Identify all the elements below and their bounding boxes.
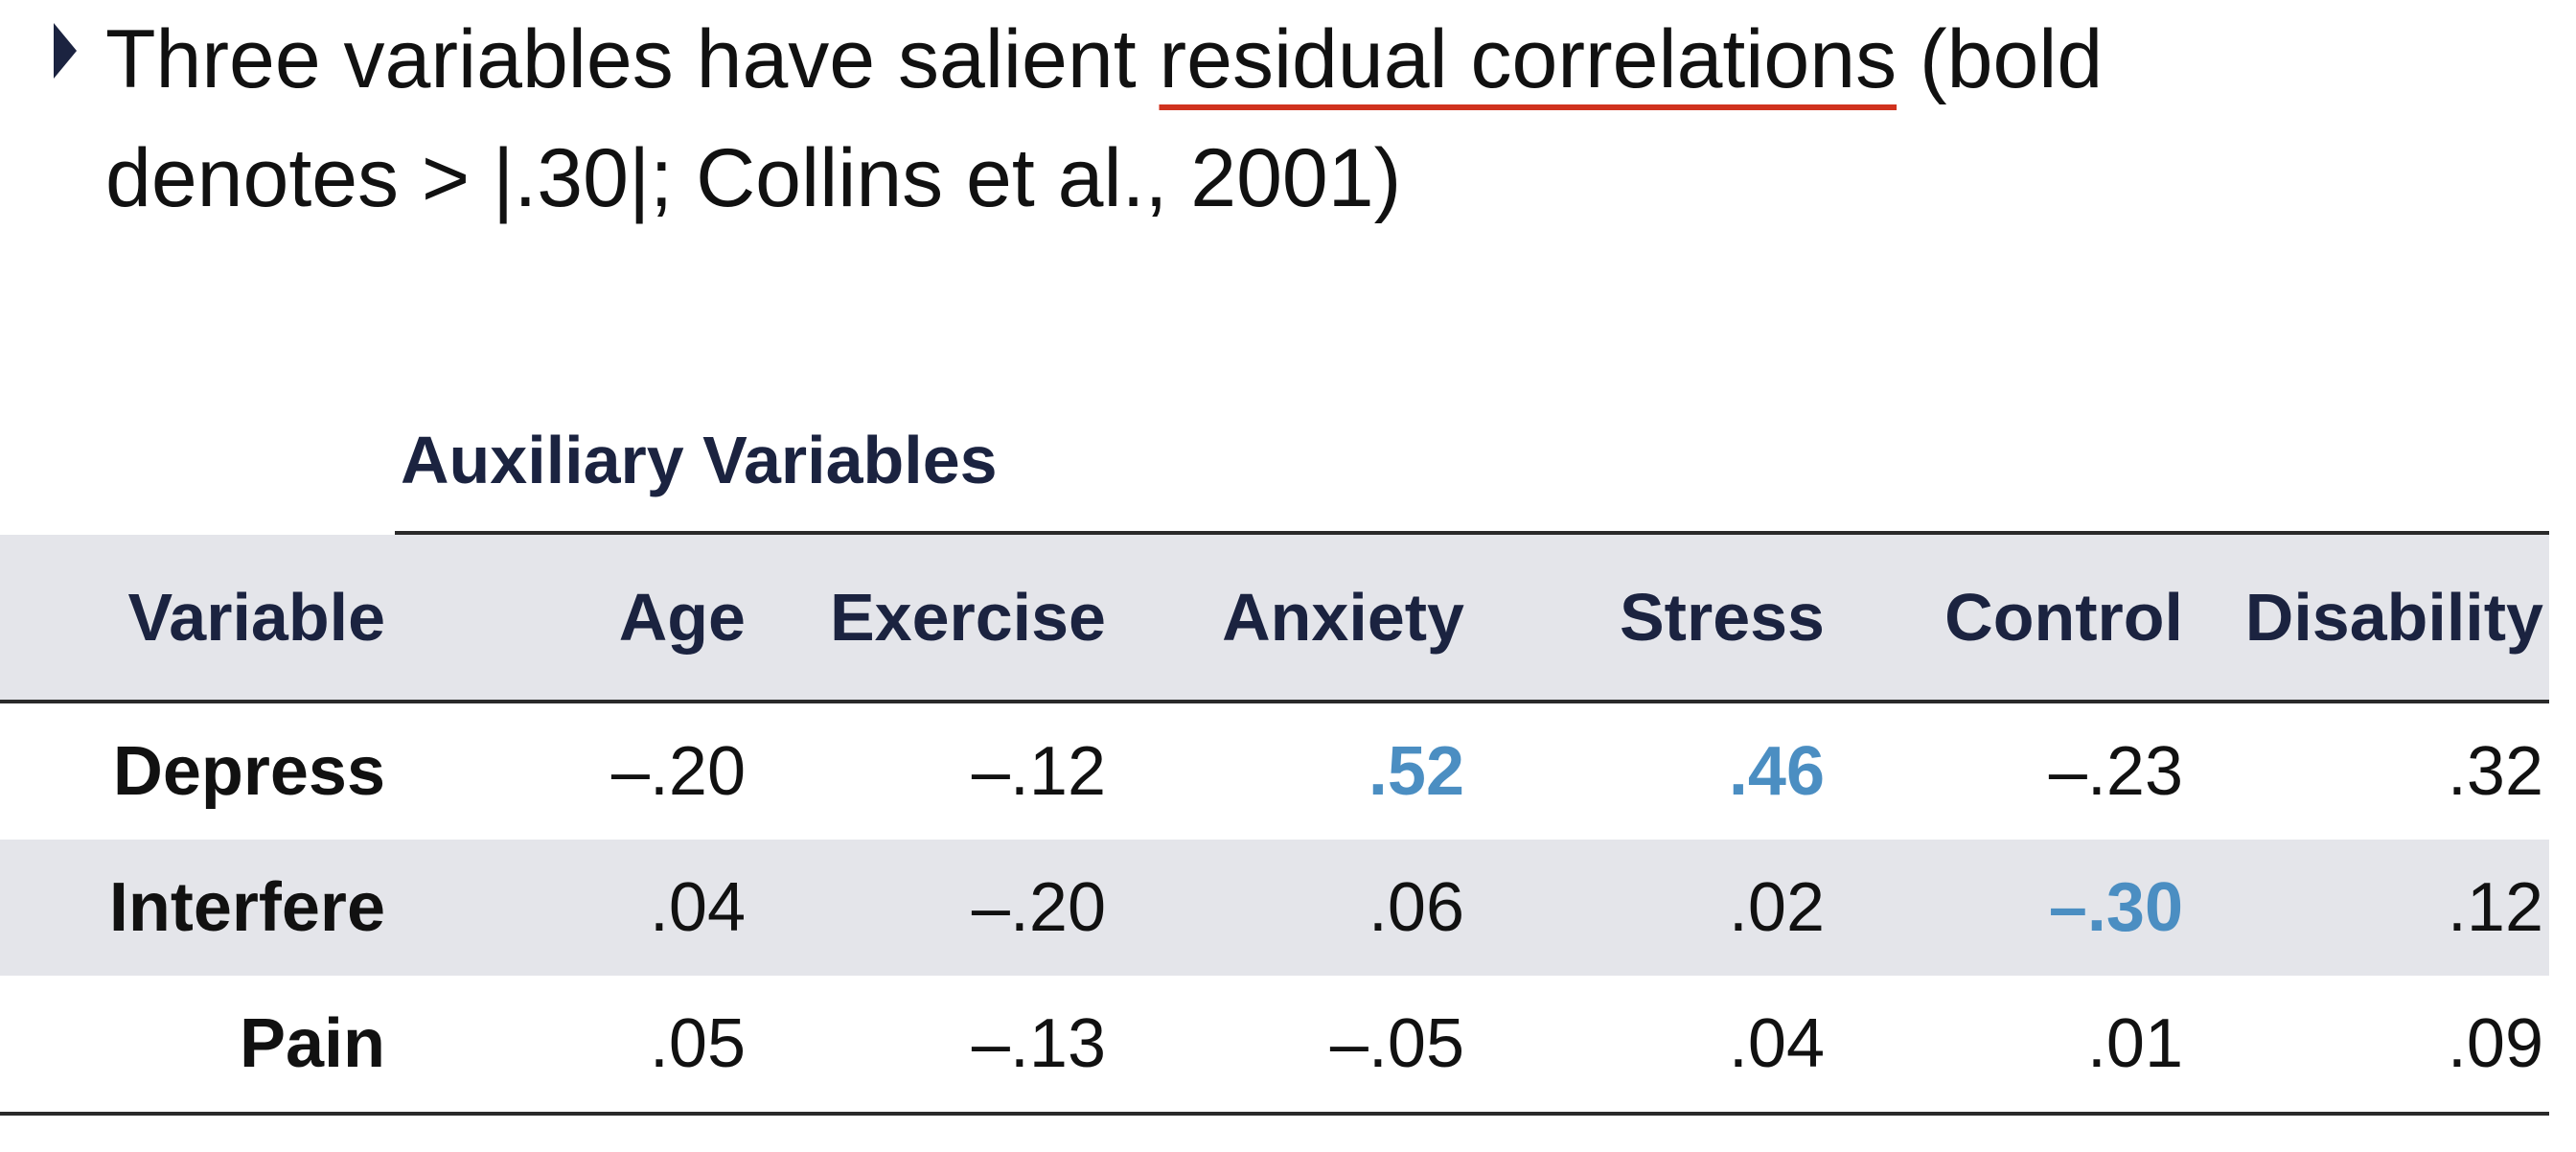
table-cell: –.20 [610, 733, 746, 810]
table-cell: .32 [2447, 733, 2543, 810]
table-cell: .02 [1728, 869, 1825, 946]
table-cell: .09 [2447, 1005, 2543, 1082]
table-cell: –.20 [971, 869, 1106, 946]
table-cell: –.12 [971, 733, 1106, 810]
group-header-rule [395, 531, 2549, 535]
column-header-variable: Variable [127, 580, 385, 655]
triangle-bullet-icon [54, 23, 77, 79]
table-cell: .01 [2086, 1005, 2183, 1082]
table-row: Depress –.20 –.12 .52 .46 –.23 .32 [0, 703, 2549, 840]
column-header-age: Age [618, 580, 746, 655]
column-header-disability: Disability [2244, 580, 2543, 655]
row-label: Depress [112, 733, 385, 810]
table-header-row: Variable Age Exercise Anxiety Stress Con… [0, 535, 2549, 703]
group-header: Auxiliary Variables [401, 423, 998, 497]
column-header-exercise: Exercise [829, 580, 1106, 655]
table-cell: –.13 [971, 1005, 1106, 1082]
row-label: Pain [239, 1005, 385, 1082]
table-cell: .05 [649, 1005, 746, 1082]
column-header-stress: Stress [1619, 580, 1825, 655]
table-cell: .12 [2447, 869, 2543, 946]
column-header-control: Control [1944, 580, 2183, 655]
table-cell: –.30 [2048, 869, 2183, 946]
bullet-point: Three variables have salient residual co… [0, 0, 2576, 230]
row-label: Interfere [108, 869, 385, 946]
bullet-text: Three variables have salient residual co… [105, 0, 2367, 238]
table-cell: –.05 [1329, 1005, 1464, 1082]
table-cell: .52 [1368, 733, 1464, 810]
highlighted-term: residual correlations [1159, 13, 1898, 105]
table-row: Pain .05 –.13 –.05 .04 .01 .09 [0, 976, 2549, 1116]
table-cell: .06 [1368, 869, 1464, 946]
table-cell: .04 [649, 869, 746, 946]
table-cell: .04 [1728, 1005, 1825, 1082]
bullet-text-after: (bold denotes > |.30|; Collins et al., 2… [105, 13, 2104, 224]
table-cell: .46 [1728, 733, 1825, 810]
table-cell: –.23 [2048, 733, 2183, 810]
table-row: Interfere .04 –.20 .06 .02 –.30 .12 [0, 840, 2549, 976]
column-header-anxiety: Anxiety [1222, 580, 1464, 655]
bullet-text-before: Three variables have salient [105, 13, 1160, 105]
residual-correlations-table: Auxiliary Variables Variable Age Exercis… [0, 403, 2576, 1150]
